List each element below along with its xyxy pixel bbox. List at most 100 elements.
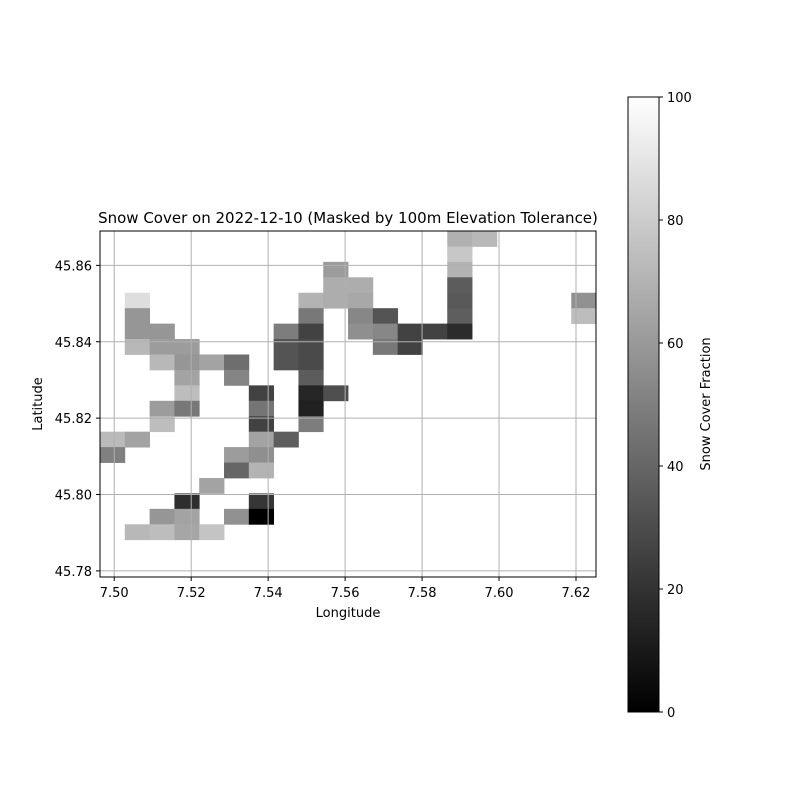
colorbar-tick-label: 40 <box>667 460 684 475</box>
chart-title: Snow Cover on 2022-12-10 (Masked by 100m… <box>98 209 598 227</box>
y-axis-ticks: 45.78 45.80 45.82 45.84 45.86 <box>55 259 100 580</box>
heatmap-cell <box>248 431 275 448</box>
heatmap-cell <box>298 400 324 417</box>
heatmap-cell <box>224 508 250 525</box>
y-tick-label: 45.78 <box>55 565 92 580</box>
heatmap-cell <box>372 323 399 340</box>
heatmap-cell <box>298 369 324 386</box>
heatmap-cell <box>298 385 324 402</box>
heatmap-cell <box>100 447 126 463</box>
heatmap-cell <box>224 369 250 386</box>
heatmap-cell <box>248 493 275 510</box>
heatmap-cell <box>298 416 324 433</box>
heatmap-cell <box>149 524 175 541</box>
y-tick-label: 45.86 <box>55 259 92 274</box>
heatmap-cell <box>422 323 448 340</box>
heatmap-cell <box>174 369 200 386</box>
heatmap-cell <box>447 292 473 309</box>
x-tick-label: 7.60 <box>485 586 514 601</box>
heatmap-cell <box>149 339 175 355</box>
heatmap-cell <box>174 354 200 371</box>
heatmap-cell <box>248 508 275 525</box>
heatmap-cell <box>124 308 150 325</box>
y-tick-label: 45.80 <box>55 489 92 504</box>
heatmap-cell <box>124 292 150 309</box>
heatmap-cell <box>273 354 299 371</box>
heatmap-cell <box>124 323 150 340</box>
heatmap-cell <box>248 462 275 479</box>
heatmap-cell <box>298 339 324 355</box>
heatmap-cell <box>124 524 150 541</box>
x-tick-label: 7.58 <box>408 586 437 601</box>
heatmap-cell <box>472 231 498 247</box>
heatmap-cell <box>174 508 200 525</box>
heatmap-cell <box>298 354 324 371</box>
heatmap-cell <box>100 431 126 448</box>
colorbar-tick-label: 20 <box>667 583 684 598</box>
heatmap-cell <box>199 524 225 541</box>
heatmap-cell <box>273 431 299 448</box>
heatmap-cell <box>248 385 275 402</box>
heatmap-cell <box>447 323 473 340</box>
heatmap-cell <box>149 508 175 525</box>
x-tick-label: 7.56 <box>331 586 360 601</box>
heatmap-cell <box>174 385 200 402</box>
heatmap-cell <box>199 354 225 371</box>
heatmap-cell <box>224 447 250 463</box>
heatmap-cell <box>372 339 399 355</box>
y-tick-label: 45.82 <box>55 412 92 427</box>
heatmap-cell <box>447 246 473 263</box>
colorbar-label: Snow Cover Fraction <box>699 337 714 470</box>
heatmap-cell <box>397 339 423 355</box>
heatmap-cell <box>124 431 150 448</box>
heatmap-cell <box>199 477 225 494</box>
x-tick-label: 7.52 <box>177 586 206 601</box>
y-axis-label: Latitude <box>31 377 46 431</box>
heatmap-cell <box>323 385 349 402</box>
x-axis-label: Longitude <box>316 606 381 621</box>
heatmap-cells <box>100 231 597 541</box>
heatmap-cell <box>348 277 374 294</box>
heatmap-cell <box>149 416 175 433</box>
heatmap-cell <box>149 400 175 417</box>
heatmap-cell <box>273 323 299 340</box>
heatmap-cell <box>174 400 200 417</box>
colorbar-tick-label: 60 <box>667 337 684 352</box>
heatmap-cell <box>174 524 200 541</box>
heatmap-cell <box>298 308 324 325</box>
heatmap-cell <box>447 277 473 294</box>
heatmap-cell <box>174 493 200 510</box>
heatmap-cell <box>447 231 473 247</box>
heatmap-cell <box>298 292 324 309</box>
heatmap-cell <box>174 339 200 355</box>
heatmap-cell <box>571 308 597 325</box>
heatmap-cell <box>248 447 275 463</box>
heatmap-cell <box>348 292 374 309</box>
heatmap-cell <box>149 354 175 371</box>
colorbar <box>627 96 660 713</box>
colorbar-ticks: 0 20 40 60 80 100 <box>659 91 692 721</box>
x-tick-label: 7.54 <box>254 586 283 601</box>
heatmap-cell <box>447 261 473 278</box>
x-tick-label: 7.62 <box>562 586 591 601</box>
heatmap-cell <box>224 354 250 371</box>
x-tick-label: 7.50 <box>100 586 129 601</box>
heatmap-cell <box>348 308 374 325</box>
heatmap-cell <box>248 400 275 417</box>
grid-lines <box>100 231 596 577</box>
heatmap-cell <box>447 308 473 325</box>
heatmap-cell <box>372 308 399 325</box>
heatmap-cell <box>224 462 250 479</box>
x-axis-ticks: 7.50 7.52 7.54 7.56 7.58 7.60 7.62 <box>100 577 591 601</box>
heatmap-cell <box>571 292 597 309</box>
y-tick-label: 45.84 <box>55 336 92 351</box>
heatmap-cell <box>323 292 349 309</box>
plot-frame <box>99 230 597 578</box>
colorbar-tick-label: 80 <box>667 214 684 229</box>
colorbar-tick-label: 0 <box>667 706 675 721</box>
colorbar-tick-label: 100 <box>667 91 692 106</box>
heatmap-cell <box>124 339 150 355</box>
heatmap-cell <box>323 277 349 294</box>
heatmap-cell <box>149 323 175 340</box>
